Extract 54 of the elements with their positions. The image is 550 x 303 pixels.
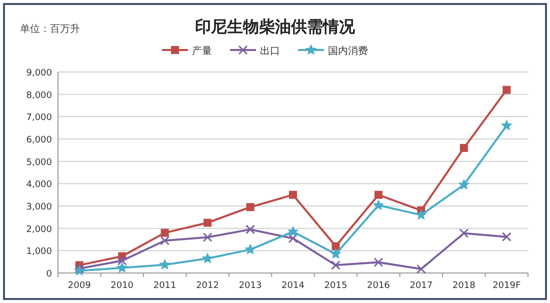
point	[459, 228, 469, 238]
point	[204, 218, 212, 227]
y-tick-label: 7,000	[26, 113, 52, 124]
point	[416, 210, 426, 220]
point	[460, 144, 468, 152]
point	[160, 259, 170, 270]
point	[502, 232, 512, 242]
point	[373, 200, 384, 210]
point	[116, 262, 128, 272]
y-tick-label: 8,000	[26, 90, 52, 101]
legend-label: 国内消费	[328, 45, 368, 57]
point	[330, 260, 340, 270]
x-tick-label: 2010	[110, 281, 134, 291]
point	[458, 179, 470, 190]
x-tick-label: 2016	[367, 281, 390, 291]
point	[330, 248, 341, 258]
x-tick-label: 2013	[238, 281, 262, 291]
y-tick-label: 5,000	[26, 158, 52, 168]
x-tick-label: 2009	[68, 281, 92, 291]
point	[374, 190, 382, 199]
x-tick-label: 2017	[410, 281, 433, 291]
point	[117, 256, 127, 266]
x-tick-label: 2011	[153, 281, 176, 291]
x-tick-label: 2014	[282, 281, 305, 291]
y-tick-label: 1,000	[26, 247, 52, 258]
y-tick-label: 3,000	[26, 202, 52, 212]
y-tick-label: 2,000	[26, 224, 52, 235]
point	[374, 258, 384, 268]
legend-label: 产量	[192, 45, 212, 57]
y-tick-label: 9,000	[26, 68, 52, 78]
legend-label: 出口	[260, 45, 280, 57]
y-tick-label: 0	[46, 270, 52, 280]
point	[202, 253, 213, 263]
y-tick-label: 4,000	[26, 180, 52, 190]
point	[332, 242, 340, 250]
point	[288, 234, 298, 244]
point	[288, 226, 298, 236]
x-tick-label: 2015	[324, 281, 348, 291]
point	[245, 244, 256, 254]
point	[202, 232, 212, 242]
chart-title: 印尼生物柴油供需情况	[195, 17, 356, 36]
point	[502, 86, 511, 94]
point	[289, 190, 297, 199]
point	[246, 224, 256, 234]
x-tick-label: 2012	[196, 281, 219, 291]
text: 单位：百万升	[20, 23, 80, 35]
point	[416, 264, 426, 274]
point	[160, 236, 170, 246]
x-tick-label: 2019F	[492, 281, 521, 291]
point	[501, 120, 512, 130]
x-tick-label: 2018	[452, 281, 476, 291]
y-tick-label: 6,000	[26, 136, 52, 146]
point	[160, 228, 169, 237]
point	[246, 203, 254, 212]
